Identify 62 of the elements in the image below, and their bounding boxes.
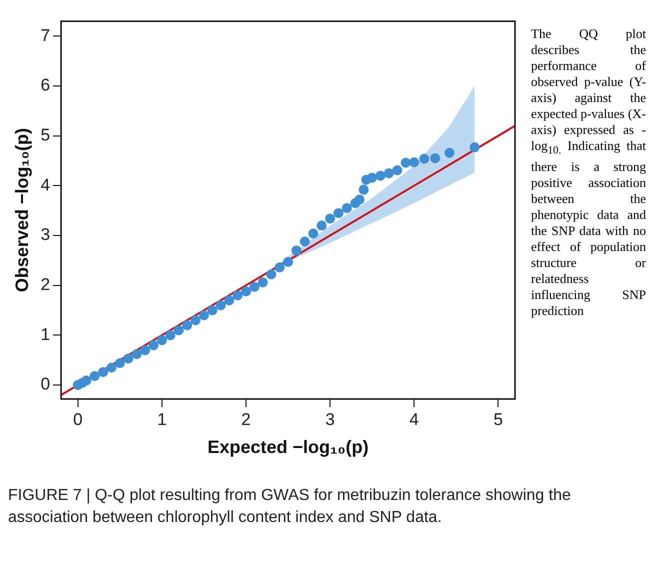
x-tick-label: 2 bbox=[241, 410, 251, 429]
y-tick-label: 0 bbox=[40, 374, 50, 394]
y-axis-title: Observed −log₁₀(p) bbox=[12, 128, 32, 292]
point bbox=[342, 203, 352, 214]
point bbox=[174, 325, 184, 336]
point bbox=[81, 376, 92, 386]
point bbox=[470, 142, 480, 152]
y-tick-label: 7 bbox=[40, 26, 50, 45]
point bbox=[165, 330, 176, 340]
point bbox=[409, 157, 420, 168]
point bbox=[291, 245, 302, 256]
point bbox=[400, 158, 411, 168]
y-tick-label: 3 bbox=[40, 225, 50, 244]
x-tick-label: 0 bbox=[73, 410, 83, 429]
point bbox=[240, 286, 251, 296]
point bbox=[216, 300, 226, 310]
point bbox=[249, 282, 260, 292]
y-tick-label: 4 bbox=[40, 175, 50, 194]
point bbox=[316, 220, 327, 231]
point bbox=[140, 345, 150, 356]
text: The QQ plot describes the performance of observed p-value (Y-axis) against the expected p-values (X-axis) expressed as -log$_{10.}$ Indicating that there is a strong positive association between the phenotypic data and the SNP data with no effect of population structure or relatedness influencing SNP prediction bbox=[531, 26, 646, 318]
point bbox=[224, 295, 234, 306]
x-axis-title: Expected −log₁₀(p) bbox=[207, 437, 369, 458]
point bbox=[266, 269, 276, 280]
point bbox=[430, 153, 440, 164]
point bbox=[354, 194, 364, 205]
point bbox=[300, 236, 310, 246]
caption: FIGURE 7 | Q-Q plot resulting from GWAS for metribuzin tolerance showing the association between chlorophyll content index and SNP data. bbox=[8, 486, 572, 528]
point bbox=[90, 371, 100, 382]
y-tick-label: 1 bbox=[40, 324, 50, 344]
point bbox=[419, 154, 430, 164]
point bbox=[392, 165, 402, 176]
point bbox=[384, 168, 394, 178]
point bbox=[358, 184, 369, 195]
point bbox=[114, 358, 125, 368]
point bbox=[123, 354, 134, 364]
y-tick-label: 2 bbox=[40, 275, 50, 294]
point bbox=[308, 228, 318, 239]
point bbox=[132, 349, 142, 360]
point bbox=[98, 367, 108, 378]
point bbox=[198, 310, 209, 320]
point bbox=[367, 172, 378, 183]
point bbox=[283, 256, 294, 267]
x-tick-label: 1 bbox=[157, 410, 167, 429]
point bbox=[232, 290, 243, 300]
point bbox=[258, 277, 268, 288]
point bbox=[325, 214, 336, 224]
y-tick-label: 6 bbox=[40, 76, 50, 95]
point bbox=[190, 315, 201, 326]
point bbox=[106, 362, 116, 373]
point bbox=[156, 335, 167, 346]
point bbox=[148, 340, 159, 350]
x-tick-label: 5 bbox=[493, 410, 503, 429]
y-tick-label: 5 bbox=[40, 126, 50, 145]
point bbox=[274, 262, 285, 272]
point bbox=[207, 305, 218, 316]
x-tick-label: 4 bbox=[409, 410, 419, 429]
point bbox=[333, 208, 344, 218]
point bbox=[182, 320, 192, 330]
point bbox=[376, 170, 386, 181]
point bbox=[444, 148, 454, 158]
x-tick-label: 3 bbox=[325, 410, 335, 429]
